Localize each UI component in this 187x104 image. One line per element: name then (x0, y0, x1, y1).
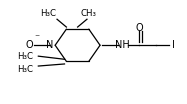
Text: H₃C: H₃C (17, 65, 33, 74)
Text: O: O (25, 40, 33, 50)
Text: NH: NH (115, 40, 130, 50)
Text: N: N (46, 40, 54, 50)
Text: H₃C: H₃C (40, 9, 56, 17)
Text: I: I (171, 40, 174, 50)
Text: O: O (136, 23, 143, 33)
Text: ⁻: ⁻ (34, 33, 39, 43)
Text: CH₃: CH₃ (81, 9, 97, 17)
Text: H₃C: H₃C (17, 52, 33, 61)
